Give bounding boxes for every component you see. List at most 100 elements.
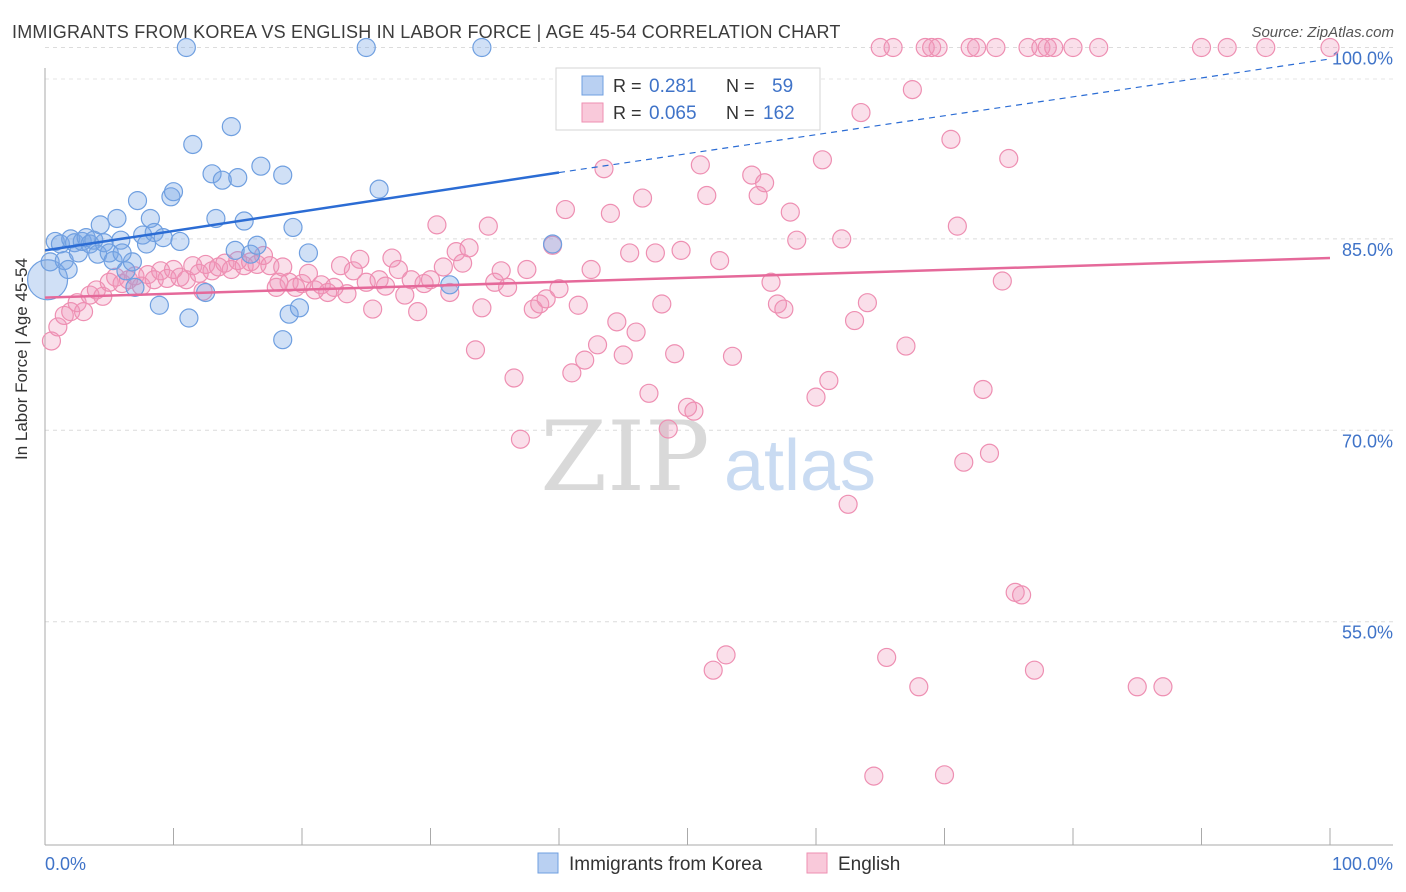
- english-point: [459, 238, 479, 258]
- english-point: [562, 363, 582, 383]
- english-point: [530, 294, 550, 314]
- english-point: [491, 261, 511, 281]
- english-point: [478, 216, 498, 236]
- korea-point: [58, 259, 78, 280]
- legend-n-label-english: N =: [726, 103, 755, 123]
- english-point: [446, 242, 466, 262]
- english-point: [73, 302, 94, 322]
- korea-points: [26, 37, 563, 350]
- legend-r-label-korea: R =: [613, 76, 642, 96]
- y-tick-label: 55.0%: [1342, 623, 1393, 643]
- english-point: [1127, 677, 1147, 697]
- x-tick-label: 0.0%: [45, 854, 86, 874]
- korea-point: [283, 217, 303, 238]
- english-point: [658, 419, 678, 439]
- bottom-legend: Immigrants from Korea English: [537, 852, 900, 875]
- english-point: [504, 368, 524, 388]
- english-point: [472, 298, 492, 318]
- korea-point: [125, 277, 145, 297]
- korea-point: [251, 156, 271, 176]
- korea-point: [107, 208, 127, 229]
- english-trend-line: [44, 256, 1331, 299]
- korea-point: [247, 235, 267, 255]
- english-point: [922, 37, 942, 58]
- english-point: [710, 250, 730, 271]
- legend-r-value-english: 0.065: [649, 103, 697, 124]
- legend-box: R = 0.281 N = 59 R = 0.065 N = 162: [555, 67, 821, 131]
- english-point: [973, 379, 993, 400]
- english-point: [761, 272, 781, 292]
- english-point: [587, 335, 608, 355]
- source-label: Source: ZipAtlas.com: [1251, 24, 1394, 41]
- english-point: [568, 295, 588, 315]
- legend-n-value-korea: 59: [772, 76, 793, 97]
- english-point: [330, 256, 351, 276]
- english-point: [266, 277, 286, 297]
- english-point: [684, 401, 704, 421]
- english-point: [48, 317, 68, 337]
- english-point: [754, 173, 775, 193]
- x-tick-label: 100.0%: [1332, 854, 1393, 874]
- korea-point: [161, 187, 181, 207]
- korea-point: [273, 330, 293, 350]
- english-point: [555, 199, 576, 220]
- english-point: [1089, 37, 1109, 58]
- korea-point: [26, 259, 69, 301]
- english-point: [896, 336, 916, 356]
- english-point: [536, 289, 556, 309]
- english-point: [388, 259, 408, 280]
- english-point: [594, 159, 614, 179]
- legend-n-label-korea: N =: [726, 76, 755, 96]
- english-point: [382, 248, 402, 268]
- english-point: [510, 429, 531, 449]
- bottom-legend-swatch-english: [806, 852, 828, 874]
- english-point: [774, 299, 794, 319]
- english-point: [780, 202, 800, 222]
- english-point: [626, 322, 646, 342]
- english-point: [934, 765, 955, 785]
- english-point: [639, 383, 659, 403]
- english-point: [1011, 585, 1032, 605]
- korea-point: [221, 117, 241, 137]
- english-point: [427, 215, 447, 235]
- english-point: [549, 279, 569, 299]
- english-point: [363, 299, 383, 319]
- korea-point: [127, 191, 148, 211]
- english-point: [838, 494, 858, 514]
- english-point: [1217, 37, 1237, 58]
- english-point: [864, 766, 884, 786]
- english-point: [420, 270, 441, 290]
- english-point: [607, 312, 627, 332]
- korea-point: [45, 231, 65, 252]
- english-point: [523, 299, 543, 319]
- watermark: ZIP atlas: [540, 401, 876, 513]
- bottom-legend-label-english: English: [838, 854, 900, 875]
- english-point: [1320, 37, 1340, 58]
- english-point: [1044, 37, 1064, 58]
- english-point: [767, 294, 788, 314]
- korea-point: [149, 295, 169, 315]
- english-point: [1024, 660, 1045, 680]
- legend-swatch-english: [581, 102, 604, 123]
- english-point: [703, 660, 723, 680]
- english-point: [1191, 37, 1212, 58]
- watermark-atlas: atlas: [724, 426, 876, 506]
- english-point: [1037, 37, 1057, 58]
- english-point: [581, 259, 601, 280]
- english-point: [298, 263, 319, 283]
- english-point: [986, 37, 1006, 58]
- english-point: [928, 37, 948, 58]
- english-point: [806, 387, 826, 407]
- english-point: [652, 294, 672, 314]
- legend-swatch-korea: [581, 75, 604, 96]
- english-point: [600, 203, 621, 223]
- korea-point: [225, 240, 245, 260]
- legend-r-value-korea: 0.281: [649, 76, 697, 97]
- bottom-legend-label-korea: Immigrants from Korea: [569, 854, 763, 875]
- legend-r-label-english: R =: [613, 103, 642, 123]
- korea-point: [356, 37, 376, 58]
- english-point: [716, 645, 736, 665]
- english-point: [697, 185, 717, 206]
- korea-point: [183, 134, 203, 155]
- y-tick-label: 70.0%: [1342, 431, 1393, 451]
